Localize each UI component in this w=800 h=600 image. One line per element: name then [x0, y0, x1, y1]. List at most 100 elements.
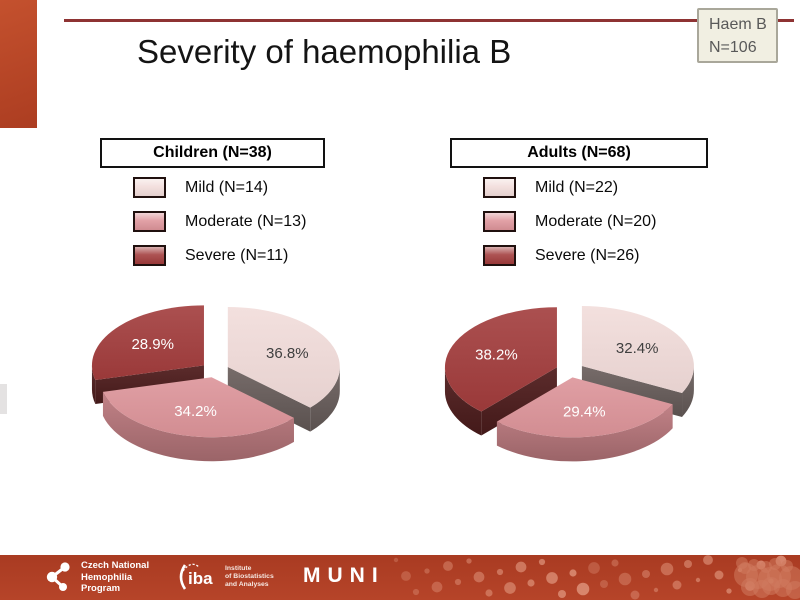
pattern-shape	[557, 589, 567, 599]
legend-item: Severe (N=11)	[133, 245, 306, 266]
pattern-shape	[683, 559, 693, 569]
muni-logo: MUNI	[303, 564, 385, 587]
legend-swatch-mild	[133, 177, 166, 198]
pie-slice-side	[91, 365, 96, 405]
pie-slice	[227, 306, 340, 408]
iba-line: and Analyses	[225, 581, 269, 588]
pattern-shape	[758, 567, 782, 591]
iba-line: Institute	[225, 565, 252, 572]
pattern-shape	[786, 581, 800, 599]
pie-slice-label: 29.4%	[563, 404, 606, 421]
pattern-shape	[703, 555, 713, 565]
pie-slice-label: 32.4%	[616, 340, 659, 357]
legend-label: Mild (N=22)	[535, 178, 619, 196]
cnhp-line: Hemophilia	[81, 571, 133, 583]
legend-label: Severe (N=11)	[185, 246, 289, 264]
cnhp-line: Czech National	[81, 560, 150, 571]
legend-label: Mild (N=14)	[185, 178, 269, 196]
pattern-shape	[473, 571, 485, 583]
pattern-shape	[443, 561, 453, 571]
pattern-shape	[599, 579, 609, 589]
pattern-shape	[538, 558, 546, 566]
pie-slice-side	[310, 366, 340, 432]
adults-header-label: Adults (N=68)	[527, 144, 631, 161]
pie-slice-side	[227, 366, 311, 432]
header-rule	[64, 19, 794, 22]
adults-header: Adults (N=68)	[450, 138, 708, 168]
molecule-icon	[46, 562, 70, 592]
pattern-shape	[653, 587, 659, 593]
pattern-shape	[454, 578, 462, 586]
pie-slice-side	[102, 391, 294, 462]
cnhp-logo-text: Czech National Hemophilia Program	[81, 560, 149, 595]
legend-item: Moderate (N=13)	[133, 211, 306, 232]
molecule-pattern-decoration	[393, 555, 800, 600]
pie-slice	[581, 306, 694, 393]
slide-title: Severity of haemophilia B	[137, 33, 512, 70]
legend-swatch-severe	[133, 245, 166, 266]
footer-bar: Czech National Hemophilia Program iba In…	[0, 555, 800, 600]
pattern-shape	[412, 588, 420, 596]
pie-slice-label: 34.2%	[174, 403, 217, 420]
legend-item: Mild (N=14)	[133, 177, 306, 198]
pie-slice	[91, 305, 204, 381]
accent-bar	[0, 0, 37, 128]
pattern-shape	[630, 590, 640, 600]
iba-mark-icon: iba	[179, 563, 213, 590]
legend-swatch-moderate	[133, 211, 166, 232]
badge-study-name: Haem B	[709, 16, 767, 33]
pattern-shape	[527, 579, 535, 587]
pattern-shape	[546, 572, 558, 584]
pattern-shape	[641, 569, 651, 579]
iba-line: of Biostatistics	[225, 573, 274, 580]
iba-logo-text: Institute of Biostatistics and Analyses	[225, 565, 274, 589]
pattern-shape	[576, 582, 590, 596]
pie-slice-side	[496, 404, 673, 462]
legend-label: Severe (N=26)	[535, 246, 640, 264]
cnhp-logo: Czech National Hemophilia Program	[44, 560, 149, 595]
pie-slice	[496, 377, 673, 438]
legend-swatch-severe	[483, 245, 516, 266]
children-header-label: Children (N=38)	[153, 144, 272, 161]
pattern-shape	[424, 568, 430, 574]
pattern-shape	[611, 559, 619, 567]
badge-total-n: N=106	[709, 39, 757, 56]
total-badge: Haem B N=106	[697, 8, 778, 63]
pie-slice-side	[444, 367, 482, 436]
iba-logo: iba Institute of Biostatistics and Analy…	[174, 562, 274, 592]
legend-item: Mild (N=22)	[483, 177, 656, 198]
pattern-shape	[569, 569, 577, 577]
pattern-shape	[401, 571, 411, 581]
pattern-shape	[466, 558, 472, 564]
pattern-shape	[393, 557, 399, 563]
adults-legend: Mild (N=22) Moderate (N=20) Severe (N=26…	[483, 177, 656, 266]
pattern-shape	[672, 580, 682, 590]
children-legend: Mild (N=14) Moderate (N=13) Severe (N=11…	[133, 177, 306, 266]
pattern-shape	[695, 577, 701, 583]
children-header: Children (N=38)	[100, 138, 325, 168]
legend-swatch-mild	[483, 177, 516, 198]
legend-label: Moderate (N=20)	[535, 212, 657, 230]
edge-artifact	[0, 384, 7, 414]
pie-slice	[444, 307, 557, 412]
pattern-shape	[714, 570, 724, 580]
pie-slice	[102, 377, 294, 438]
pattern-shape	[660, 562, 674, 576]
pattern-shape	[726, 588, 732, 594]
pie-slice-label: 38.2%	[475, 347, 518, 364]
pattern-shape	[485, 589, 493, 597]
pattern-shape	[515, 561, 527, 573]
pattern-shape	[739, 562, 751, 574]
pie-slice-side	[481, 367, 557, 436]
legend-item: Severe (N=26)	[483, 245, 656, 266]
pattern-shape	[588, 562, 600, 574]
pie-slice-label: 28.9%	[131, 336, 174, 353]
pattern-shape	[618, 572, 632, 586]
legend-label: Moderate (N=13)	[185, 212, 307, 230]
pie-slice-side	[682, 366, 694, 417]
pattern-shape	[496, 568, 504, 576]
children-pie-chart: 36.8% 34.2% 28.9%	[91, 305, 340, 462]
pattern-shape	[431, 581, 443, 593]
iba-abbr: iba	[188, 569, 213, 588]
